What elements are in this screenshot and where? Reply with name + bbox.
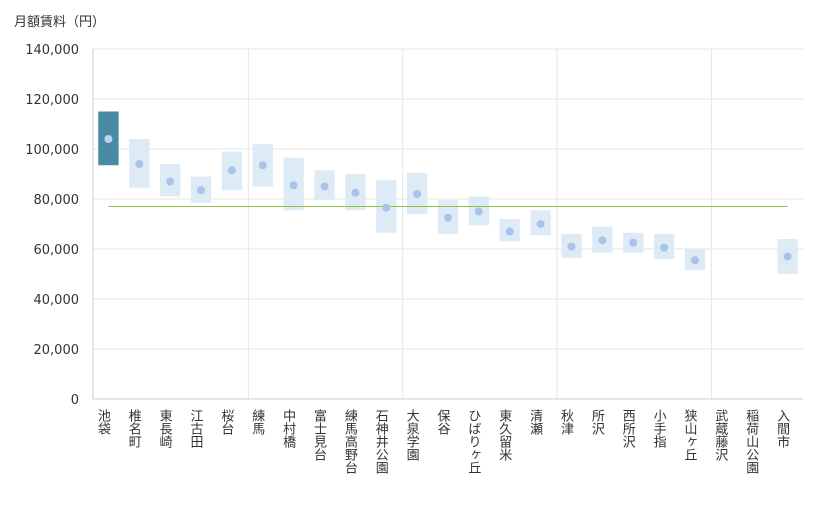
x-axis-label: 武蔵藤沢 xyxy=(712,409,728,461)
y-tick-label: 140,000 xyxy=(25,43,79,58)
x-axis-label: 西所沢 xyxy=(620,409,636,448)
x-axis-label: 入間市 xyxy=(774,409,790,448)
x-axis-label: 小手指 xyxy=(651,409,667,448)
average-dot xyxy=(505,227,514,236)
x-axis-label: 石神井公園 xyxy=(373,409,389,474)
y-tick-label: 0 xyxy=(71,393,79,408)
y-tick-label: 40,000 xyxy=(34,293,80,308)
x-axis-label: 椎名町 xyxy=(126,409,142,448)
x-axis-label: 稲荷山公園 xyxy=(743,409,759,474)
x-axis-label: 中村橋 xyxy=(280,409,296,449)
x-axis-label: 江古田 xyxy=(188,409,204,448)
average-dot xyxy=(227,166,236,175)
x-axis-label: 東長崎 xyxy=(157,408,173,448)
y-tick-label: 100,000 xyxy=(25,143,79,158)
average-dot xyxy=(135,160,144,168)
x-axis-label: 清瀬 xyxy=(527,409,543,435)
average-dot xyxy=(166,177,175,186)
average-dot xyxy=(783,252,792,261)
average-dot xyxy=(382,203,391,212)
x-axis-label: 池袋 xyxy=(95,409,111,435)
x-axis-labels: 池袋 椎名町 東長崎 江古田 桜台 練馬 中村橋 富士見台 練馬高野台 石神井公園 大泉学園 保谷 ひば… xyxy=(95,408,790,474)
x-axis-label: 大泉学園 xyxy=(404,409,420,461)
y-axis-unit-label: 月額賃料（円） xyxy=(14,15,105,30)
average-dot xyxy=(444,213,452,222)
average-dot xyxy=(567,242,576,251)
y-tick-label: 80,000 xyxy=(34,193,80,208)
grid-lines xyxy=(93,48,803,350)
y-tick-label: 120,000 xyxy=(25,93,79,108)
average-dot xyxy=(598,236,607,245)
x-axis-label: 東久留米 xyxy=(496,408,512,461)
average-dot xyxy=(629,238,638,247)
average-dot xyxy=(690,256,699,265)
average-dot xyxy=(258,161,267,170)
average-dot xyxy=(474,207,483,216)
group-separators xyxy=(247,49,712,399)
x-axis-label: 狭山ヶ丘 xyxy=(681,409,697,461)
average-dot xyxy=(289,181,298,190)
x-axis-label: 練馬高野台 xyxy=(342,409,358,474)
x-axis-label: 桜台 xyxy=(218,409,234,435)
y-tick-label: 20,000 xyxy=(34,343,80,358)
average-dot xyxy=(320,182,329,191)
average-dot xyxy=(660,243,669,252)
average-dot xyxy=(104,135,113,143)
average-dot xyxy=(536,220,545,228)
x-axis-label: 所沢 xyxy=(589,409,605,435)
x-axis-label: 練馬 xyxy=(249,409,265,435)
average-dot xyxy=(351,188,360,197)
y-axis-ticks: 0 20,000 40,000 60,000 80,000 100,000 120,000 1… xyxy=(25,43,79,408)
x-axis-label: ひばりヶ丘 xyxy=(465,409,481,474)
average-dot xyxy=(197,186,206,195)
y-tick-label: 60,000 xyxy=(34,243,80,258)
average-dots xyxy=(104,135,792,265)
x-axis-label: 富士見台 xyxy=(311,408,327,461)
x-axis-label: 保谷 xyxy=(435,409,451,435)
average-dot xyxy=(413,190,422,198)
x-axis-label: 秋津 xyxy=(558,409,574,435)
